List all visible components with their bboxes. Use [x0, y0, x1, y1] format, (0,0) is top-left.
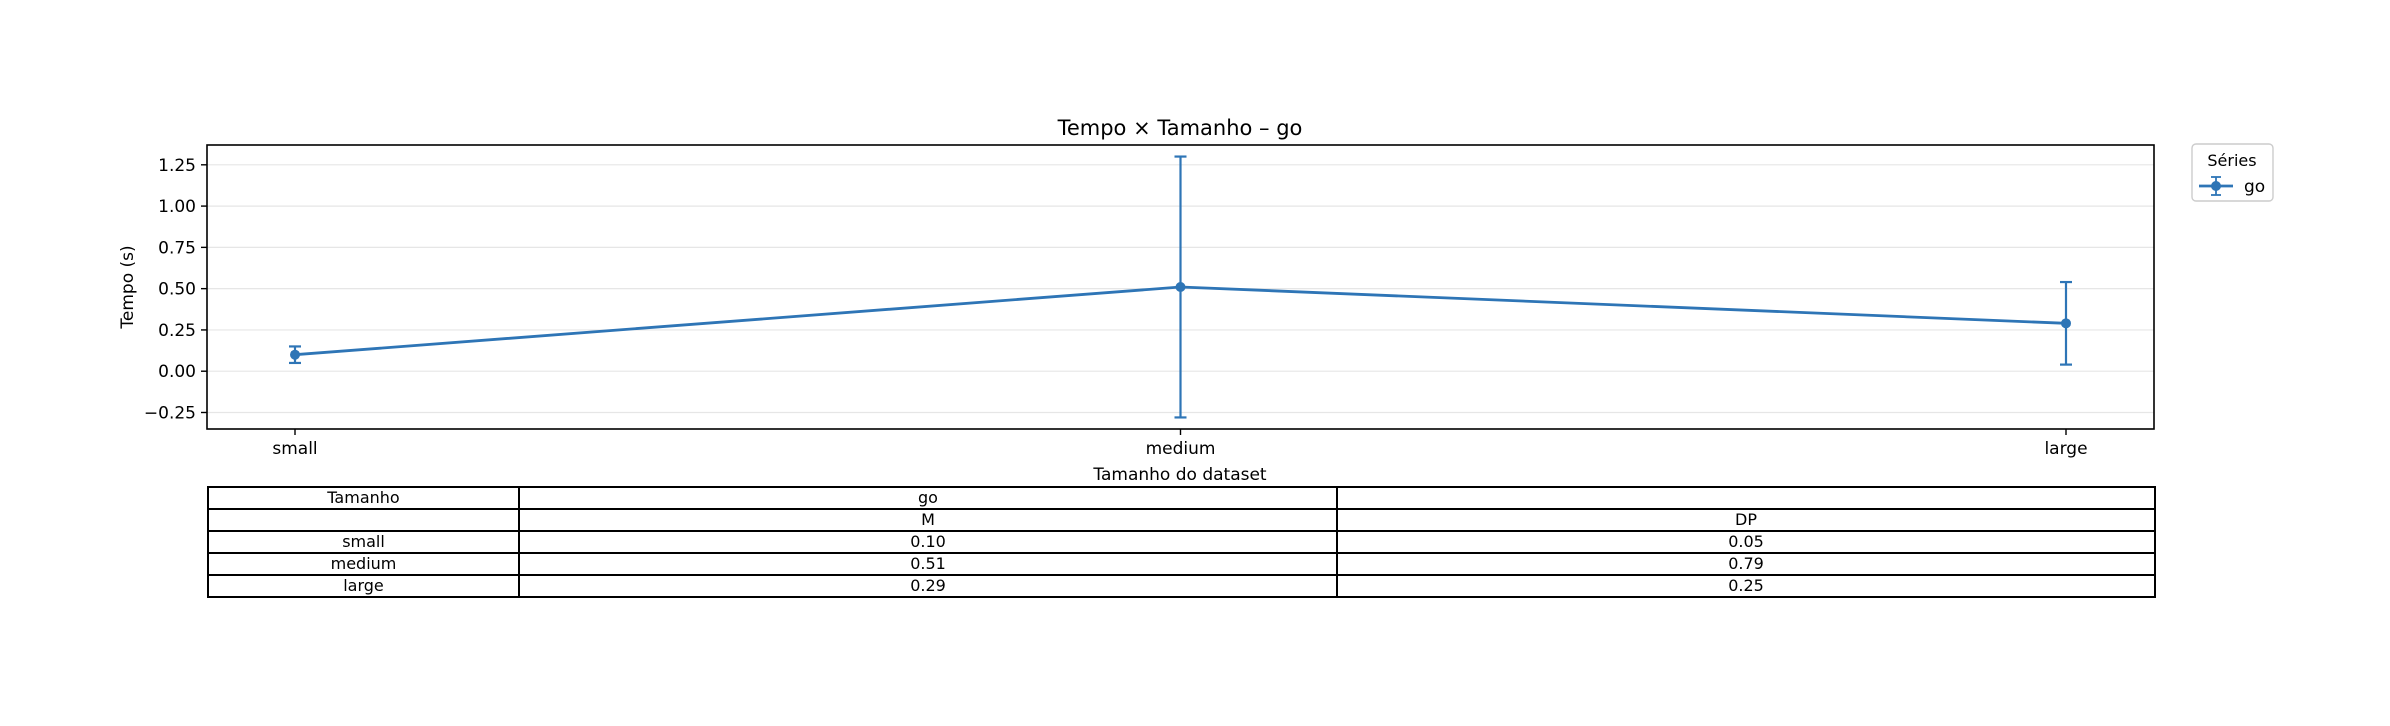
data-table: Tamanho go M DP small 0.10 0.05 medium 0… [207, 486, 2156, 598]
x-tick-label: large [2044, 439, 2087, 459]
data-point [1176, 282, 1186, 292]
table-subheader-cell: DP [1337, 509, 2155, 531]
table-cell: 0.10 [519, 531, 1337, 553]
table-subheader-cell [208, 509, 519, 531]
legend-swatch-marker [2211, 181, 2221, 191]
table-row: large 0.29 0.25 [208, 575, 2155, 597]
data-point [2061, 318, 2071, 328]
table-cell: medium [208, 553, 519, 575]
y-tick-label: 0.75 [158, 238, 196, 258]
table-cell: 0.79 [1337, 553, 2155, 575]
x-tick-label: small [272, 439, 317, 459]
table-row: medium 0.51 0.79 [208, 553, 2155, 575]
table-cell: 0.29 [519, 575, 1337, 597]
table-cell: small [208, 531, 519, 553]
table-subheader-row: M DP [208, 509, 2155, 531]
table-header-cell [1337, 487, 2155, 509]
table-header-row: Tamanho go [208, 487, 2155, 509]
table-header-cell: Tamanho [208, 487, 519, 509]
y-tick-label: 1.00 [158, 197, 196, 217]
x-axis: small medium large [272, 429, 2087, 459]
table-header-cell: go [519, 487, 1337, 509]
y-tick-label: 1.25 [158, 156, 196, 176]
y-axis: −0.25 0.00 0.25 0.50 0.75 1.00 1.25 [144, 156, 207, 424]
y-tick-label: 0.25 [158, 321, 196, 341]
table-cell: 0.25 [1337, 575, 2155, 597]
series-layer [289, 157, 2072, 418]
legend: Séries go [2192, 144, 2273, 201]
x-tick-label: medium [1146, 439, 1216, 459]
legend-label: go [2244, 177, 2265, 197]
chart-title: Tempo × Tamanho – go [1057, 116, 1303, 140]
y-axis-label: Tempo (s) [118, 245, 138, 329]
legend-title: Séries [2207, 151, 2256, 170]
y-tick-label: −0.25 [144, 403, 196, 423]
table-cell: 0.05 [1337, 531, 2155, 553]
y-tick-label: 0.00 [158, 362, 196, 382]
table-cell: 0.51 [519, 553, 1337, 575]
data-point [290, 350, 300, 360]
table-row: small 0.10 0.05 [208, 531, 2155, 553]
table-subheader-cell: M [519, 509, 1337, 531]
x-axis-label: Tamanho do dataset [1092, 465, 1267, 485]
y-tick-label: 0.50 [158, 280, 196, 300]
table-cell: large [208, 575, 519, 597]
